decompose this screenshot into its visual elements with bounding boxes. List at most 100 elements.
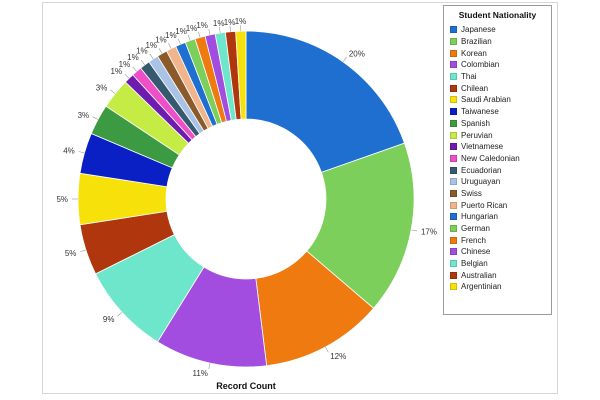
legend-label: Brazilian: [461, 37, 492, 47]
label-leader-line: [208, 363, 211, 370]
label-leader-line: [177, 38, 181, 45]
legend-item: Brazilian: [450, 36, 545, 48]
label-leader-line: [149, 53, 154, 60]
legend-item: Argentinian: [450, 281, 545, 293]
legend-swatch: [450, 154, 457, 162]
legend-swatch: [450, 260, 457, 268]
percent-label: 5%: [65, 249, 77, 258]
percent-label: 3%: [78, 111, 90, 120]
legend-label: Chilean: [461, 83, 489, 93]
percent-label: 20%: [349, 50, 365, 59]
legend-label: Uruguayan: [461, 177, 501, 187]
legend-swatch: [450, 236, 457, 244]
percent-label: 1%: [155, 36, 167, 45]
percent-label: 11%: [192, 369, 207, 378]
percent-label: 1%: [175, 27, 187, 36]
legend-label: French: [461, 235, 486, 245]
percent-label: 1%: [136, 47, 148, 56]
legend-label: Swiss: [461, 188, 482, 198]
label-leader-line: [78, 151, 85, 154]
legend-swatch: [450, 38, 457, 46]
legend-label: Peruvian: [461, 130, 493, 140]
legend-item: Colombian: [450, 59, 545, 71]
legend-label: German: [461, 224, 490, 234]
legend-swatch: [450, 166, 457, 174]
percent-label: 1%: [165, 31, 177, 40]
legend-label: Hungarian: [461, 212, 498, 222]
legend-item: Taiwanese: [450, 106, 545, 118]
legend-label: Chinese: [461, 247, 491, 257]
legend-label: Korean: [461, 48, 487, 58]
legend-label: Vietnamese: [461, 142, 504, 152]
legend-item: Chilean: [450, 82, 545, 94]
slice-argentinian: [235, 30, 247, 120]
label-leader-line: [325, 346, 329, 353]
legend-item: Saudi Arabian: [450, 94, 545, 106]
legend-label: Puerto Rican: [461, 200, 508, 210]
legend-swatch: [450, 283, 457, 291]
legend-item: French: [450, 234, 545, 246]
label-leader-line: [92, 116, 99, 120]
legend-title: Student Nationality: [458, 10, 537, 20]
legend-item: Peruvian: [450, 129, 545, 141]
legend-item: German: [450, 223, 545, 235]
percent-label: 1%: [196, 21, 208, 30]
label-leader-line: [132, 66, 137, 72]
percent-labels: 20%17%12%11%9%5%5%4%3%3%1%1%1%1%1%1%1%1%…: [56, 17, 437, 378]
legend-item: Puerto Rican: [450, 199, 545, 211]
legend-label: Spanish: [461, 118, 490, 128]
legend-item: Belgian: [450, 258, 545, 270]
label-leader-line: [110, 89, 116, 94]
legend-item: Korean: [450, 47, 545, 59]
percent-label: 12%: [330, 352, 346, 361]
legend-label: Argentinian: [461, 282, 502, 292]
legend-item: Swiss: [450, 188, 545, 200]
percent-label: 9%: [103, 315, 115, 324]
legend-item: Chinese: [450, 246, 545, 258]
label-leader-line: [219, 27, 221, 34]
legend-item: Thai: [450, 71, 545, 83]
percent-label: 1%: [145, 41, 157, 50]
label-leader-line: [158, 48, 163, 54]
label-leader-line: [342, 56, 347, 63]
legend-swatch: [450, 131, 457, 139]
legend-swatch: [450, 178, 457, 186]
legend-item: Ecuadorian: [450, 164, 545, 176]
percent-label: 5%: [56, 195, 68, 204]
percent-label: 1%: [224, 18, 236, 27]
percent-label: 1%: [119, 60, 131, 69]
legend-label: Colombian: [461, 60, 500, 70]
legend-swatch: [450, 84, 457, 92]
label-leader-line: [208, 28, 211, 35]
legend-swatch: [450, 189, 457, 197]
legend-swatch: [450, 108, 457, 116]
legend-label: Australian: [461, 270, 497, 280]
slice-japanese: [245, 30, 405, 173]
label-leader-line: [229, 25, 231, 32]
donut-slices: [77, 30, 415, 368]
percent-label: 1%: [213, 19, 225, 28]
legend-item: Spanish: [450, 118, 545, 130]
legend-swatch: [450, 225, 457, 233]
legend-items: Japanese Brazilian Korean Colombian Thai Chil…: [450, 24, 545, 293]
percent-label: 1%: [235, 17, 247, 26]
label-leader-line: [168, 43, 172, 49]
legend-item: Vietnamese: [450, 141, 545, 153]
legend-label: Belgian: [461, 259, 488, 269]
legend-label: Taiwanese: [461, 107, 499, 117]
legend-item: Australian: [450, 269, 545, 281]
legend-swatch: [450, 271, 457, 279]
legend-item: Uruguayan: [450, 176, 545, 188]
legend-label: Saudi Arabian: [461, 95, 511, 105]
legend-swatch: [450, 73, 457, 81]
legend-swatch: [450, 119, 457, 127]
legend-swatch: [450, 213, 457, 221]
legend-swatch: [450, 61, 457, 69]
label-leader-line: [80, 249, 86, 253]
legend: Student Nationality Japanese Brazilian Kor…: [443, 5, 552, 315]
legend-swatch: [450, 248, 457, 256]
legend-item: Japanese: [450, 24, 545, 36]
legend-item: New Caledonian: [450, 153, 545, 165]
percent-label: 4%: [63, 146, 75, 155]
legend-swatch: [450, 96, 457, 104]
